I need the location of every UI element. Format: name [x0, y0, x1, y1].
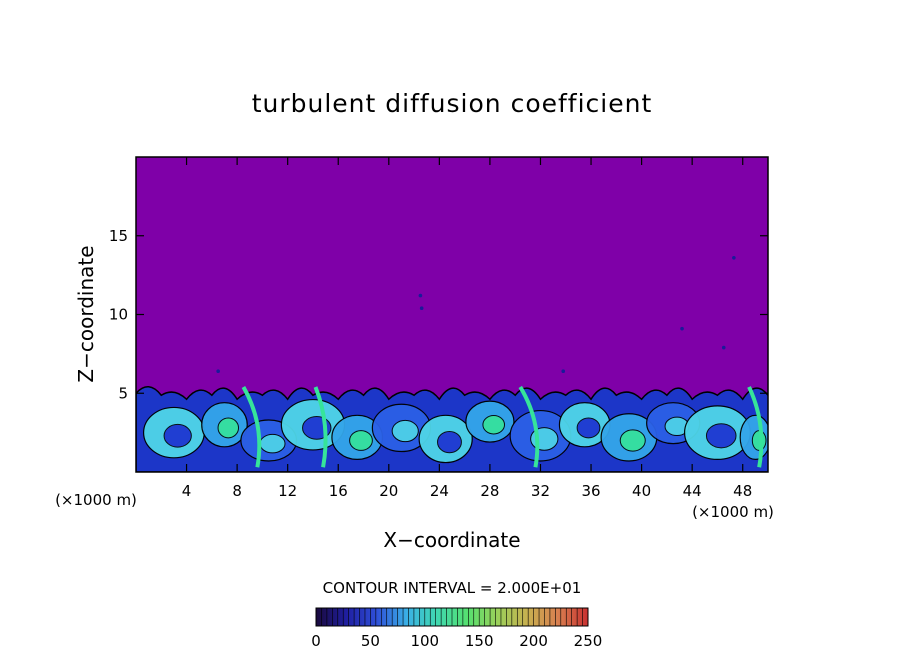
- x-tick-label: 24: [430, 482, 449, 500]
- colorbar: 0 50 100 150 200 250: [311, 607, 603, 650]
- eddy-core: [349, 430, 373, 451]
- x-axis: 4 8 12 16 20 24 28 32 36 40 44 48: [182, 157, 752, 500]
- y-tick-label: 15: [109, 227, 128, 245]
- x-tick-label: 20: [379, 482, 398, 500]
- plot-area: [135, 156, 769, 473]
- colorbar-tick-label: 0: [311, 632, 321, 650]
- colorbar-tick-label: 100: [410, 632, 439, 650]
- plume-streak: [241, 385, 262, 468]
- contour-interval-label: CONTOUR INTERVAL = 2.000E+01: [323, 579, 582, 597]
- speck: [418, 293, 423, 298]
- colorbar-tick-label: 200: [519, 632, 548, 650]
- colorbar-tick-label: 250: [574, 632, 603, 650]
- y-axis-label: Z−coordinate: [74, 245, 98, 382]
- x-unit-right: (×1000 m): [692, 503, 774, 521]
- eddy-core: [391, 419, 419, 443]
- x-unit-left: (×1000 m): [55, 491, 137, 509]
- y-axis: 5 10 15: [109, 227, 768, 402]
- x-tick-label: 40: [632, 482, 651, 500]
- x-tick-label: 32: [531, 482, 550, 500]
- plume-streak: [518, 385, 540, 468]
- x-tick-label: 28: [480, 482, 499, 500]
- colorbar-tick-label: 50: [361, 632, 380, 650]
- y-tick-label: 10: [109, 306, 128, 324]
- x-tick-label: 12: [278, 482, 297, 500]
- turbulent-layer: [136, 255, 768, 472]
- x-axis-label: X−coordinate: [383, 528, 520, 552]
- x-tick-label: 8: [232, 482, 242, 500]
- x-tick-label: 36: [581, 482, 600, 500]
- x-tick-label: 48: [733, 482, 752, 500]
- eddy-core: [576, 417, 601, 439]
- x-tick-label: 44: [683, 482, 702, 500]
- plume-streak: [313, 386, 328, 468]
- speck: [732, 255, 736, 260]
- eddy-core: [437, 430, 462, 454]
- eddy-core: [482, 415, 506, 435]
- speck: [561, 369, 566, 374]
- speck: [419, 306, 424, 311]
- y-tick-label: 5: [118, 384, 128, 402]
- eddy-core: [259, 433, 286, 454]
- eddy-core: [163, 423, 192, 448]
- eddy-core: [217, 417, 240, 439]
- eddy-core: [705, 423, 737, 449]
- colorbar-tick-label: 150: [465, 632, 494, 650]
- speck: [721, 345, 726, 350]
- speck: [216, 369, 220, 374]
- plume-streak: [747, 386, 764, 468]
- speck: [680, 326, 684, 331]
- chart-title: turbulent diffusion coefficient: [252, 89, 653, 118]
- x-tick-label: 16: [329, 482, 348, 500]
- eddy-core: [619, 429, 646, 452]
- x-tick-label: 4: [182, 482, 192, 500]
